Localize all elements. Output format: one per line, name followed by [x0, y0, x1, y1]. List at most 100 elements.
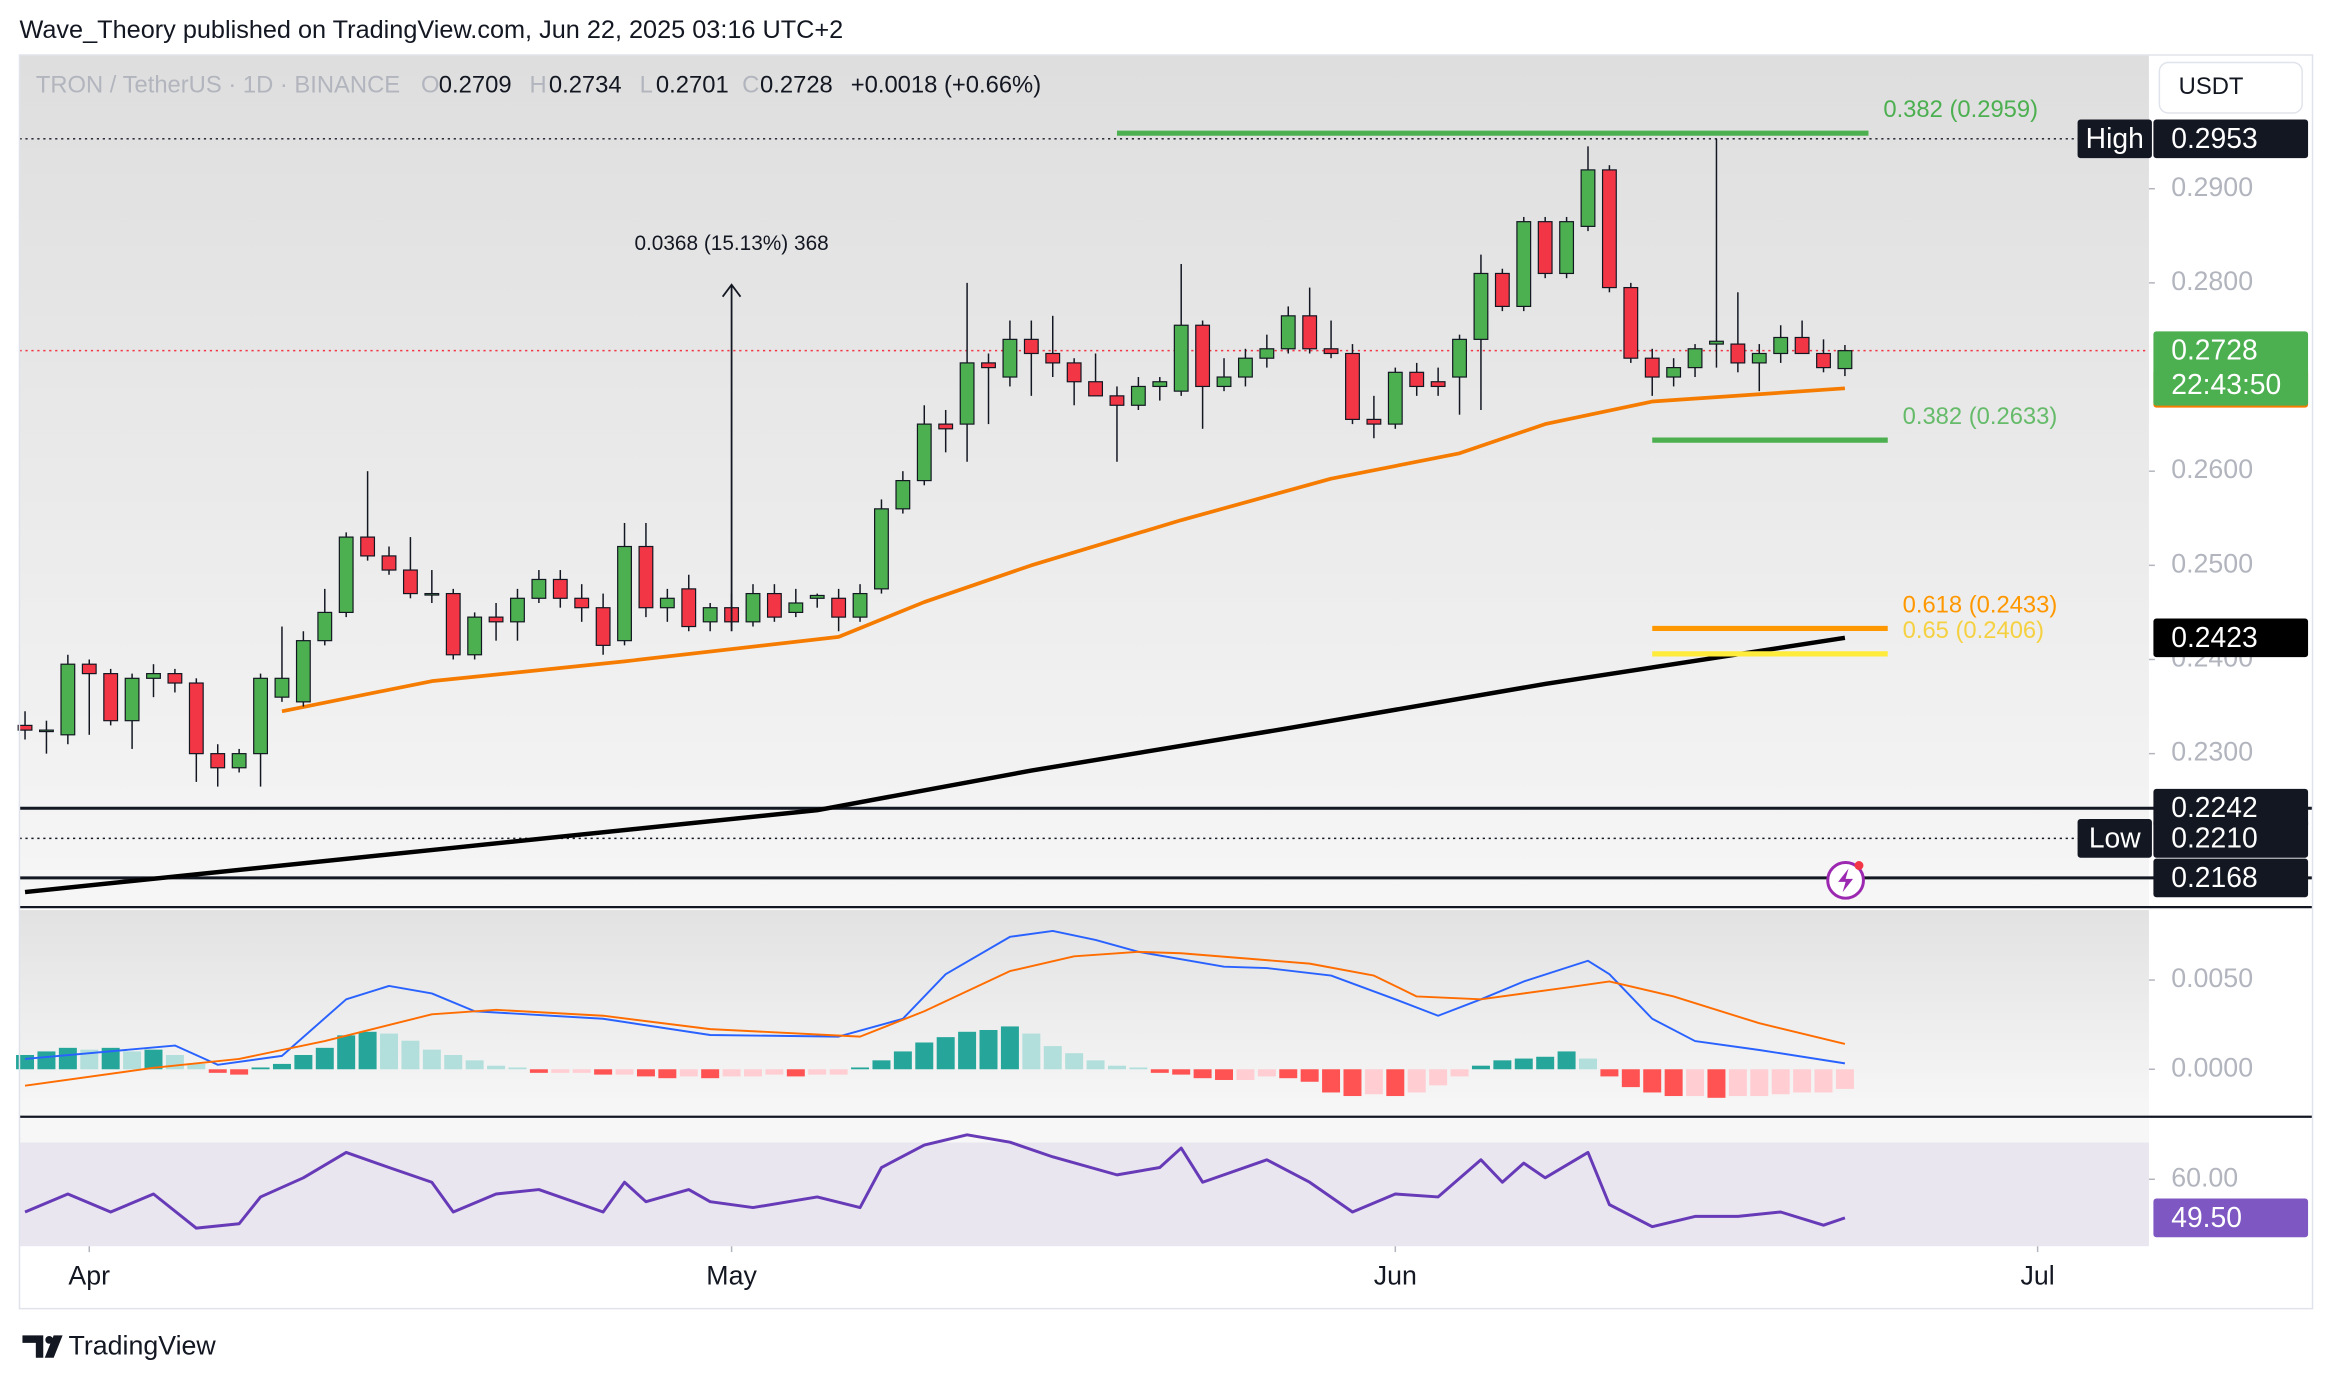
candle-body	[1216, 376, 1232, 388]
candle-body	[1773, 336, 1789, 355]
measure-arrowhead	[721, 283, 742, 298]
candle-body	[295, 640, 311, 703]
macd-bar	[1514, 1058, 1533, 1070]
macd-bar	[1429, 1069, 1448, 1086]
candle-body	[959, 362, 975, 425]
macd-bar	[572, 1069, 591, 1073]
macd-bar	[529, 1069, 548, 1073]
fib-label: 0.65 (0.2406)	[1903, 617, 2044, 644]
macd-bar	[679, 1069, 698, 1077]
macd-bar	[1279, 1069, 1298, 1079]
macd-bar	[1643, 1069, 1662, 1093]
candle-body	[1195, 324, 1211, 388]
candle-body	[745, 592, 761, 623]
macd-bar	[958, 1031, 977, 1070]
candle-body	[1280, 315, 1296, 350]
candle-body	[510, 597, 525, 623]
ohlc-value: 0.2728	[760, 72, 833, 99]
candle-body	[1387, 371, 1403, 425]
ohlc-key: H	[530, 72, 547, 99]
level-name: High	[2086, 122, 2144, 154]
level-tag	[2153, 788, 2309, 828]
macd-bar	[187, 1063, 206, 1070]
price-tag-label: 0.2242	[2171, 791, 2257, 823]
price-change: +0.0018 (+0.66%)	[851, 72, 1041, 99]
moving-average	[24, 635, 1846, 895]
candle-body	[1173, 324, 1189, 392]
macd-bar	[1150, 1069, 1169, 1073]
candle-body	[124, 677, 140, 722]
level-tag	[2153, 858, 2309, 898]
y-tick-label: 60.00	[2171, 1162, 2238, 1192]
macd-bar	[1600, 1069, 1619, 1077]
macd-bar	[1664, 1069, 1683, 1097]
ohlc-key: C	[742, 72, 759, 99]
macd-bar	[1086, 1060, 1105, 1070]
candle-body	[1345, 352, 1360, 420]
publisher: Wave_Theory published on TradingView.com…	[19, 16, 843, 44]
candle-body	[1473, 272, 1489, 340]
alert-icon[interactable]	[1826, 861, 1865, 900]
candle-body	[1644, 357, 1660, 378]
macd-bar	[230, 1069, 249, 1075]
macd-bar	[144, 1049, 163, 1070]
candle-body	[1430, 381, 1446, 388]
macd-bar	[829, 1069, 848, 1075]
macd-bar	[251, 1067, 270, 1070]
macd-bar	[1300, 1069, 1319, 1082]
price-tag-label: 0.2168	[2171, 861, 2257, 893]
candle-body	[188, 682, 204, 755]
x-tick-label: Jun	[1374, 1260, 1417, 1290]
candle-body	[1088, 381, 1104, 397]
macd-bar	[636, 1069, 655, 1077]
currency-button-box[interactable]	[2158, 61, 2303, 114]
macd-bar	[1471, 1065, 1490, 1070]
last-price-tag	[2153, 331, 2309, 406]
brand: TradingView	[69, 1330, 217, 1360]
candle-body	[1730, 343, 1746, 364]
candle-body	[574, 597, 590, 609]
macd-bar	[765, 1069, 784, 1075]
candle-body	[916, 423, 932, 482]
level-name-tag	[2077, 819, 2152, 858]
rsi-line	[24, 1133, 1846, 1230]
currency-button[interactable]: USDT	[2158, 61, 2303, 114]
alert-bolt[interactable]	[1838, 868, 1854, 893]
macd-bar	[1065, 1053, 1084, 1070]
fib-label: 0.382 (0.2959)	[1883, 96, 2038, 123]
candle-body	[338, 536, 354, 614]
logo-mark	[44, 1335, 63, 1358]
macd-bar	[380, 1033, 399, 1070]
macd-bar	[358, 1031, 377, 1070]
macd-bar	[1043, 1046, 1062, 1070]
y-tick-label: 0.2300	[2171, 737, 2253, 767]
candle-body	[1237, 357, 1253, 378]
candle-body	[552, 578, 568, 599]
ohlc-value: 0.2734	[549, 72, 622, 99]
currency-label[interactable]: USDT	[2179, 73, 2244, 100]
candle-body	[1816, 352, 1831, 369]
ohlc-value: 0.2701	[656, 72, 729, 99]
macd-bar	[1386, 1069, 1405, 1097]
macd-bar	[1450, 1069, 1469, 1077]
y-tick-label: 0.2900	[2171, 172, 2253, 202]
macd-bar	[872, 1060, 891, 1070]
moving-average	[281, 386, 1846, 714]
candle-body	[1366, 418, 1382, 425]
candle-body	[253, 677, 268, 755]
macd-bar	[915, 1042, 934, 1070]
macd-bar	[1193, 1069, 1212, 1079]
macd-bar	[1407, 1069, 1426, 1093]
macd-bar	[786, 1069, 805, 1077]
x-tick-label: Apr	[68, 1260, 110, 1290]
candle-body	[1709, 340, 1724, 345]
macd-bar	[1257, 1069, 1276, 1077]
macd-bar	[58, 1047, 77, 1070]
candle-body	[424, 592, 440, 596]
candle-body	[17, 724, 33, 731]
macd-bar	[1343, 1069, 1362, 1097]
candle-body	[766, 592, 782, 618]
candle-body	[60, 663, 76, 736]
